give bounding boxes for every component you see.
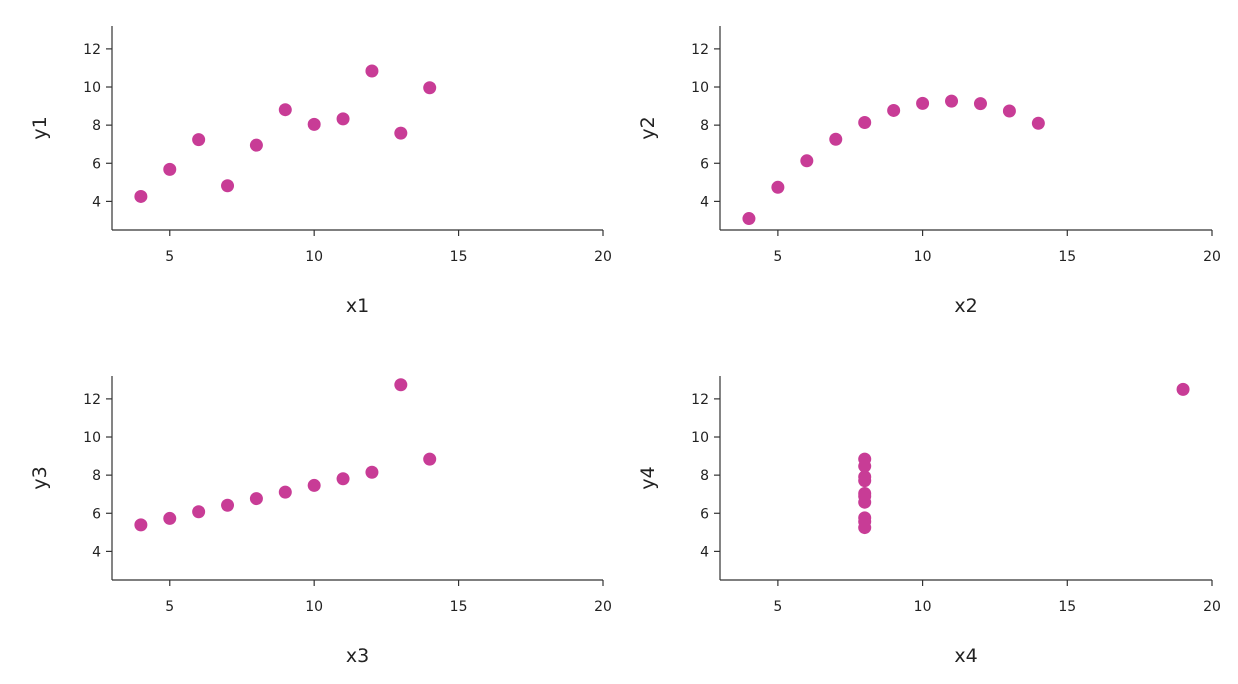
- y-axis-label-3: y3: [29, 466, 51, 489]
- y-tick-label: 4: [700, 544, 709, 560]
- x-tick-label: 20: [1203, 599, 1221, 615]
- data-point-3-8: [336, 472, 350, 486]
- data-point-3-3: [192, 505, 206, 519]
- data-point-3-6: [278, 485, 292, 499]
- y-tick-label: 12: [691, 392, 709, 408]
- data-point-1-7: [307, 117, 321, 131]
- y-axis-label-4: y4: [637, 466, 659, 489]
- data-point-2-1: [742, 212, 756, 226]
- data-point-2-11: [1031, 116, 1045, 130]
- data-point-3-10: [394, 378, 408, 392]
- x-tick-label: 20: [1203, 249, 1221, 265]
- data-point-4-11: [858, 489, 872, 503]
- y-tick-label: 6: [700, 506, 709, 522]
- y-tick-label: 6: [92, 506, 101, 522]
- y-tick-label: 8: [92, 118, 101, 134]
- y-tick-label: 10: [83, 80, 101, 96]
- data-point-3-5: [249, 492, 263, 506]
- y-tick-label: 8: [92, 468, 101, 484]
- x-tick-label: 10: [914, 599, 932, 615]
- data-point-4-5: [858, 459, 872, 473]
- x-tick-label: 5: [165, 249, 174, 265]
- y-tick-label: 6: [700, 156, 709, 172]
- data-point-3-9: [365, 465, 379, 479]
- data-point-1-9: [365, 64, 379, 78]
- data-point-4-10: [858, 470, 872, 484]
- y-tick-label: 4: [92, 544, 101, 560]
- x-axis-label-4: x4: [954, 645, 977, 667]
- scatter-panel-2: 5 10 15 20 4 6 8 10 12 x2 y2: [637, 26, 1221, 317]
- data-point-1-2: [163, 162, 177, 176]
- data-point-2-3: [800, 154, 814, 168]
- data-point-2-7: [916, 96, 930, 110]
- data-point-1-3: [192, 133, 206, 147]
- y-axis-label-1: y1: [29, 116, 51, 139]
- data-point-1-4: [221, 179, 235, 193]
- data-point-3-1: [134, 518, 148, 532]
- data-point-3-2: [163, 511, 177, 525]
- x-tick-label: 15: [1058, 249, 1076, 265]
- x-tick-label: 15: [1058, 599, 1076, 615]
- data-point-2-9: [973, 97, 987, 111]
- y-tick-label: 4: [700, 194, 709, 210]
- data-point-4-9: [858, 515, 872, 529]
- data-point-3-7: [307, 478, 321, 492]
- data-point-2-4: [829, 132, 843, 146]
- y-tick-label: 4: [92, 194, 101, 210]
- data-point-2-8: [945, 94, 959, 108]
- x-tick-label: 20: [594, 249, 612, 265]
- y-tick-label: 10: [83, 430, 101, 446]
- x-tick-label: 5: [165, 599, 174, 615]
- x-tick-label: 10: [305, 249, 323, 265]
- x-tick-label: 10: [305, 599, 323, 615]
- x-tick-label: 10: [914, 249, 932, 265]
- x-tick-label: 15: [450, 249, 468, 265]
- data-point-1-6: [278, 103, 292, 117]
- data-point-3-4: [221, 498, 235, 512]
- x-axis-label-2: x2: [954, 295, 977, 317]
- data-point-2-2: [771, 180, 785, 194]
- y-tick-label: 10: [691, 80, 709, 96]
- x-tick-label: 5: [773, 599, 782, 615]
- x-tick-label: 15: [450, 599, 468, 615]
- data-point-4-8: [1176, 382, 1190, 396]
- data-point-1-5: [249, 138, 263, 152]
- y-tick-label: 8: [700, 468, 709, 484]
- x-axis-label-1: x1: [346, 295, 369, 317]
- y-tick-label: 12: [691, 42, 709, 58]
- y-axis-label-2: y2: [637, 116, 659, 139]
- scatter-panel-1: 5 10 15 20 4 6 8 10 12 x1 y1: [29, 26, 612, 317]
- y-tick-label: 12: [83, 42, 101, 58]
- data-point-1-11: [423, 81, 437, 95]
- data-point-2-6: [887, 103, 901, 117]
- scatter-panel-3: 5 10 15 20 4 6 8 10 12 x3 y3: [29, 376, 612, 667]
- data-point-1-1: [134, 189, 148, 203]
- y-tick-label: 12: [83, 392, 101, 408]
- scatter-panel-4: 5 10 15 20 4 6 8 10 12 x4 y4: [637, 376, 1221, 667]
- data-point-1-10: [394, 126, 408, 140]
- y-tick-label: 10: [691, 430, 709, 446]
- x-axis-label-3: x3: [346, 645, 369, 667]
- x-tick-label: 5: [773, 249, 782, 265]
- data-point-1-8: [336, 112, 350, 126]
- y-tick-label: 8: [700, 118, 709, 134]
- data-point-3-11: [423, 452, 437, 466]
- y-tick-label: 6: [92, 156, 101, 172]
- data-point-2-10: [1002, 104, 1016, 118]
- data-point-2-5: [858, 115, 872, 129]
- x-tick-label: 20: [594, 599, 612, 615]
